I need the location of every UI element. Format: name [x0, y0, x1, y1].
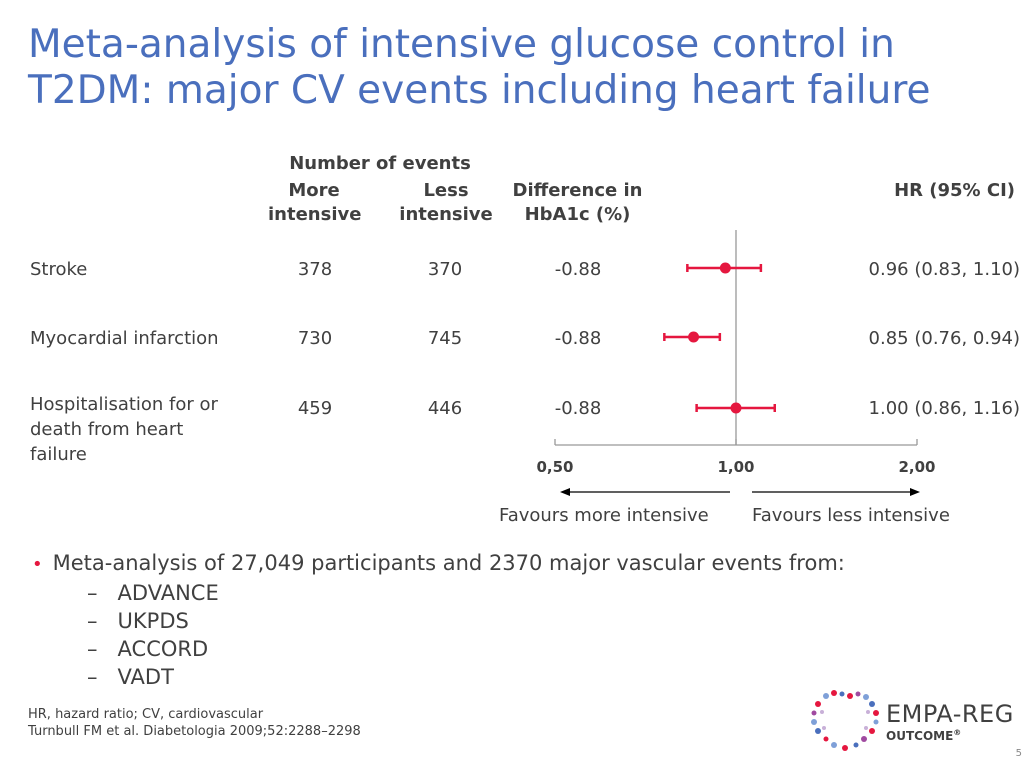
- arrow-right-icon: [910, 488, 920, 496]
- sub-bullet: – ADVANCE: [87, 581, 219, 605]
- row-mi-diff: -0.88: [554, 328, 602, 349]
- bullet-dot-icon: •: [32, 554, 43, 575]
- sub-bullet: – UKPDS: [87, 609, 189, 633]
- logo-text-outcome-word: OUTCOME: [886, 729, 954, 743]
- logo-mark-icon: [811, 690, 879, 751]
- row-mi-less: 745: [427, 328, 463, 349]
- arrow-left-icon: [560, 488, 570, 496]
- row-label-heart-failure: Hospitalisation for or death from heart …: [30, 394, 218, 465]
- x-tick-label: 1,00: [717, 458, 754, 476]
- row-stroke-less: 370: [427, 259, 463, 280]
- empa-reg-logo: EMPA-REG OUTCOME®: [806, 688, 1016, 752]
- sub-bullet-text: VADT: [117, 665, 174, 689]
- bullet-list: • Meta-analysis of 27,049 participants an…: [32, 549, 845, 691]
- sub-bullet-text: ACCORD: [117, 637, 209, 661]
- header-difference-hba1c: Difference in HbA1c (%): [512, 180, 643, 225]
- hr-point: [719, 262, 731, 274]
- page-number: 5: [1015, 748, 1022, 759]
- footer-reference: Turnbull FM et al. Diabetologia 2009;52:…: [28, 724, 361, 739]
- x-tick-label: 2,00: [898, 458, 935, 476]
- hr-point: [730, 402, 742, 414]
- slide-title: Meta-analysis of intensive glucose contr…: [28, 22, 931, 113]
- row-hf-less: 446: [427, 398, 463, 419]
- bullet-main-text: Meta-analysis of 27,049 participants and…: [52, 551, 845, 575]
- favours-more-label: Favours more intensive: [499, 505, 709, 526]
- header-number-of-events: Number of events: [289, 153, 471, 174]
- row-stroke-hr: 0.96 (0.83, 1.10): [868, 259, 1020, 280]
- row-mi-more: 730: [297, 328, 333, 349]
- row-hf-hr: 1.00 (0.86, 1.16): [868, 398, 1020, 419]
- row-mi-hr: 0.85 (0.76, 0.94): [868, 328, 1020, 349]
- favours-less-label: Favours less intensive: [752, 505, 950, 526]
- row-hf-diff: -0.88: [554, 398, 602, 419]
- bullet-main: • Meta-analysis of 27,049 participants an…: [32, 549, 845, 579]
- sub-bullet-text: UKPDS: [117, 609, 189, 633]
- logo-registered-mark: ®: [953, 728, 962, 737]
- row-stroke-more: 378: [297, 259, 333, 280]
- x-tick-label: 0,50: [536, 458, 573, 476]
- row-hf-more: 459: [297, 398, 333, 419]
- header-less-intensive: Less intensive: [399, 180, 493, 225]
- sub-bullet: – ACCORD: [87, 637, 209, 661]
- forest-plot: 0,50 1,00 2,00: [536, 230, 936, 496]
- sub-bullet: – VADT: [87, 665, 174, 689]
- logo-text-outcome: OUTCOME®: [886, 728, 961, 743]
- header-more-intensive: More intensive: [268, 180, 362, 225]
- header-hr-ci: HR (95% CI): [894, 180, 1015, 201]
- footer-abbreviations: HR, hazard ratio; CV, cardiovascular: [28, 707, 264, 722]
- sub-bullet-text: ADVANCE: [117, 581, 219, 605]
- hr-point: [688, 331, 700, 343]
- row-label-stroke: Stroke: [30, 259, 88, 280]
- logo-text-empa-reg: EMPA-REG: [886, 700, 1014, 728]
- row-stroke-diff: -0.88: [554, 259, 602, 280]
- row-label-mi: Myocardial infarction: [30, 328, 219, 349]
